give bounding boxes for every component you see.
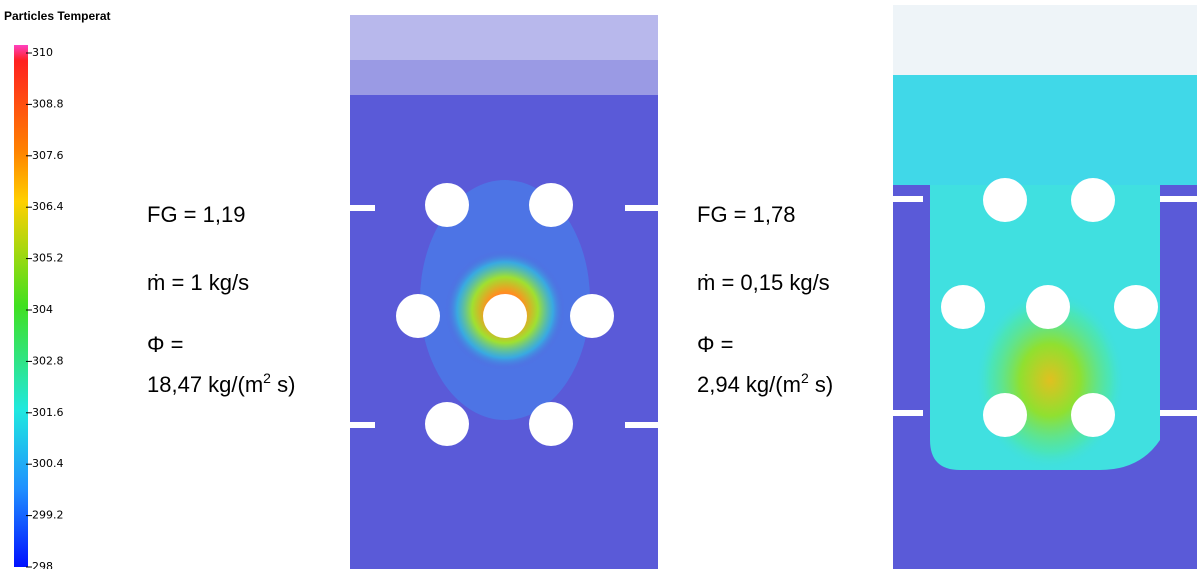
figure: Particles Temperat 310 308.8 307.6 306.4 305… bbox=[0, 0, 1197, 569]
tick-label: 310 bbox=[32, 46, 53, 59]
flux-end: s) bbox=[809, 372, 833, 397]
tick-label: 306.4 bbox=[32, 200, 64, 213]
colorbar bbox=[14, 45, 28, 567]
tick-label: 302.8 bbox=[32, 354, 64, 367]
tick-label: 298 bbox=[32, 560, 53, 569]
flux-number: 2,94 kg/(m bbox=[697, 372, 801, 397]
flux-value: 2,94 kg/(m2 s) bbox=[697, 370, 833, 397]
simulation-1 bbox=[350, 15, 658, 569]
flux-exponent: 2 bbox=[263, 370, 271, 386]
tick-label: 304 bbox=[32, 303, 53, 316]
flux-number: 18,47 kg/(m bbox=[147, 372, 263, 397]
tick-label: 299.2 bbox=[32, 509, 64, 522]
flux-label: Φ = bbox=[697, 332, 734, 357]
flux-label: Φ = bbox=[147, 332, 184, 357]
flux-end: s) bbox=[271, 372, 295, 397]
mass-flow: ṁ = 1 kg/s bbox=[147, 270, 249, 295]
flux-exponent: 2 bbox=[801, 370, 809, 386]
simulation-2 bbox=[893, 5, 1197, 569]
mass-flow: ṁ = 0,15 kg/s bbox=[697, 270, 830, 295]
tick-label: 307.6 bbox=[32, 149, 64, 162]
tick-label: 301.6 bbox=[32, 406, 64, 419]
tick-label: 305.2 bbox=[32, 252, 64, 265]
flux-value: 18,47 kg/(m2 s) bbox=[147, 370, 295, 397]
fg-label: FG = 1,78 bbox=[697, 202, 795, 227]
tick-label: 300.4 bbox=[32, 457, 64, 470]
colorbar-title: Particles Temperat bbox=[4, 9, 111, 23]
colorbar-ticks: 310 308.8 307.6 306.4 305.2 304 302.8 301.6 300.… bbox=[26, 46, 64, 569]
tick-label: 308.8 bbox=[32, 97, 64, 110]
fg-label: FG = 1,19 bbox=[147, 202, 245, 227]
